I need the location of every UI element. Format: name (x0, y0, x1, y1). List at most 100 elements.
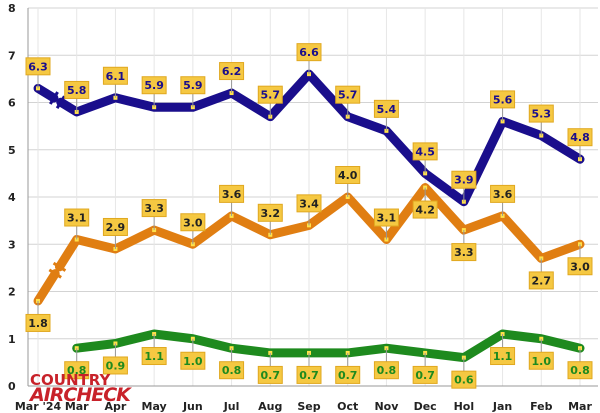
data-label-box (25, 57, 51, 76)
y-tick-label: 5 (8, 144, 16, 157)
data-label-box (257, 365, 283, 384)
x-tick-label: Apr (105, 400, 127, 413)
data-label: 5.4 (377, 103, 397, 116)
y-tick-label: 2 (8, 286, 16, 299)
x-tick-label: Mar (568, 400, 592, 413)
data-label: 3.6 (493, 188, 513, 201)
x-tick-label: May (142, 400, 167, 413)
x-tick-label: Jan (492, 400, 512, 413)
data-label-box (141, 347, 167, 366)
data-label: 0.8 (222, 364, 242, 377)
data-label: 2.9 (106, 221, 126, 234)
data-label-box (528, 271, 554, 290)
x-tick-label: Aug (258, 400, 282, 413)
data-label-box (296, 365, 322, 384)
data-label-box (64, 361, 90, 380)
data-label-box (412, 365, 438, 384)
data-label: 6.6 (299, 46, 319, 59)
data-label-box (335, 365, 361, 384)
data-label: 5.8 (67, 84, 87, 97)
data-label-box (528, 351, 554, 370)
x-tick-label: Jul (223, 400, 240, 413)
data-label: 5.9 (183, 79, 203, 92)
data-label: 4.2 (415, 204, 435, 217)
data-label: 0.6 (454, 374, 474, 387)
data-label: 3.3 (454, 246, 474, 259)
data-label-box (412, 142, 438, 161)
data-label-box (451, 370, 477, 389)
data-label-box (373, 361, 399, 380)
data-label-box (64, 208, 90, 227)
data-label-box (567, 361, 593, 380)
data-label: 1.0 (532, 355, 552, 368)
x-tick-label: Dec (414, 400, 437, 413)
x-tick-label: Mar '24 (15, 400, 62, 413)
x-tick-label: Oct (337, 400, 358, 413)
data-label-box (567, 128, 593, 147)
data-label: 3.4 (299, 197, 319, 210)
x-tick-label: Hol (454, 400, 475, 413)
data-label-box (335, 85, 361, 104)
series-line-orange (33, 269, 60, 306)
data-label: 1.1 (144, 350, 164, 363)
data-label: 3.2 (261, 207, 281, 220)
x-axis: Mar '24 Mar Apr May Jun Jul Aug Sep Oct Nov Dec Hol… (15, 385, 598, 413)
series-line-green (72, 329, 585, 363)
data-label: 5.7 (261, 89, 281, 102)
y-axis: 0 1 2 3 4 5 6 7 8 (8, 2, 29, 393)
data-label: 0.9 (106, 359, 126, 372)
data-label-box (102, 356, 128, 375)
data-label-box (180, 213, 206, 232)
data-label: 3.1 (67, 212, 87, 225)
data-label: 5.3 (532, 108, 552, 121)
x-tick-label: Mar (65, 400, 89, 413)
y-tick-label: 4 (8, 191, 16, 204)
data-label: 5.9 (144, 79, 164, 92)
data-label-box (412, 200, 438, 219)
data-label-box (490, 184, 516, 203)
data-label: 3.6 (222, 188, 242, 201)
y-tick-label: 8 (8, 2, 16, 15)
data-label: 2.7 (532, 274, 552, 287)
data-label-box (296, 194, 322, 213)
data-label-box (180, 351, 206, 370)
data-label-box (180, 76, 206, 95)
data-label: 3.1 (377, 212, 397, 225)
data-label: 3.9 (454, 174, 474, 187)
x-tick-label: Sep (297, 400, 320, 413)
data-label-box (219, 361, 245, 380)
data-label: 0.7 (338, 369, 358, 382)
data-label-box (373, 208, 399, 227)
y-tick-label: 0 (8, 380, 16, 393)
data-label: 4.0 (338, 169, 358, 182)
data-label: 5.7 (338, 89, 358, 102)
x-tick-label: Nov (374, 400, 399, 413)
data-label: 0.8 (570, 364, 590, 377)
data-label-box (567, 257, 593, 276)
data-label-box (141, 199, 167, 218)
data-label: 5.6 (493, 93, 513, 106)
data-label-box (451, 170, 477, 189)
y-tick-label: 6 (8, 97, 16, 110)
y-tick-label: 7 (8, 49, 16, 62)
data-label-box (490, 347, 516, 366)
data-label-box (102, 217, 128, 236)
x-tick-label: Jun (182, 400, 203, 413)
data-label: 6.2 (222, 65, 242, 78)
data-label: 4.5 (415, 145, 435, 158)
data-label: 0.8 (67, 364, 87, 377)
data-label-box (257, 85, 283, 104)
data-label: 0.7 (415, 369, 435, 382)
data-label-box (528, 104, 554, 123)
data-label-box (219, 62, 245, 81)
data-label: 1.1 (493, 350, 513, 363)
data-label-box (257, 203, 283, 222)
data-label: 3.0 (570, 260, 590, 273)
data-label-box (451, 243, 477, 262)
data-label-layer: 6.3 5.8 6.1 5.9 5.9 6.2 5.7 6.6 5.7 5.4 4.5 3.9 5.6 5… (25, 43, 593, 389)
data-label-box (373, 99, 399, 118)
series-line-blue (33, 83, 59, 103)
data-label: 0.8 (377, 364, 397, 377)
x-tick-label: Feb (530, 400, 553, 413)
